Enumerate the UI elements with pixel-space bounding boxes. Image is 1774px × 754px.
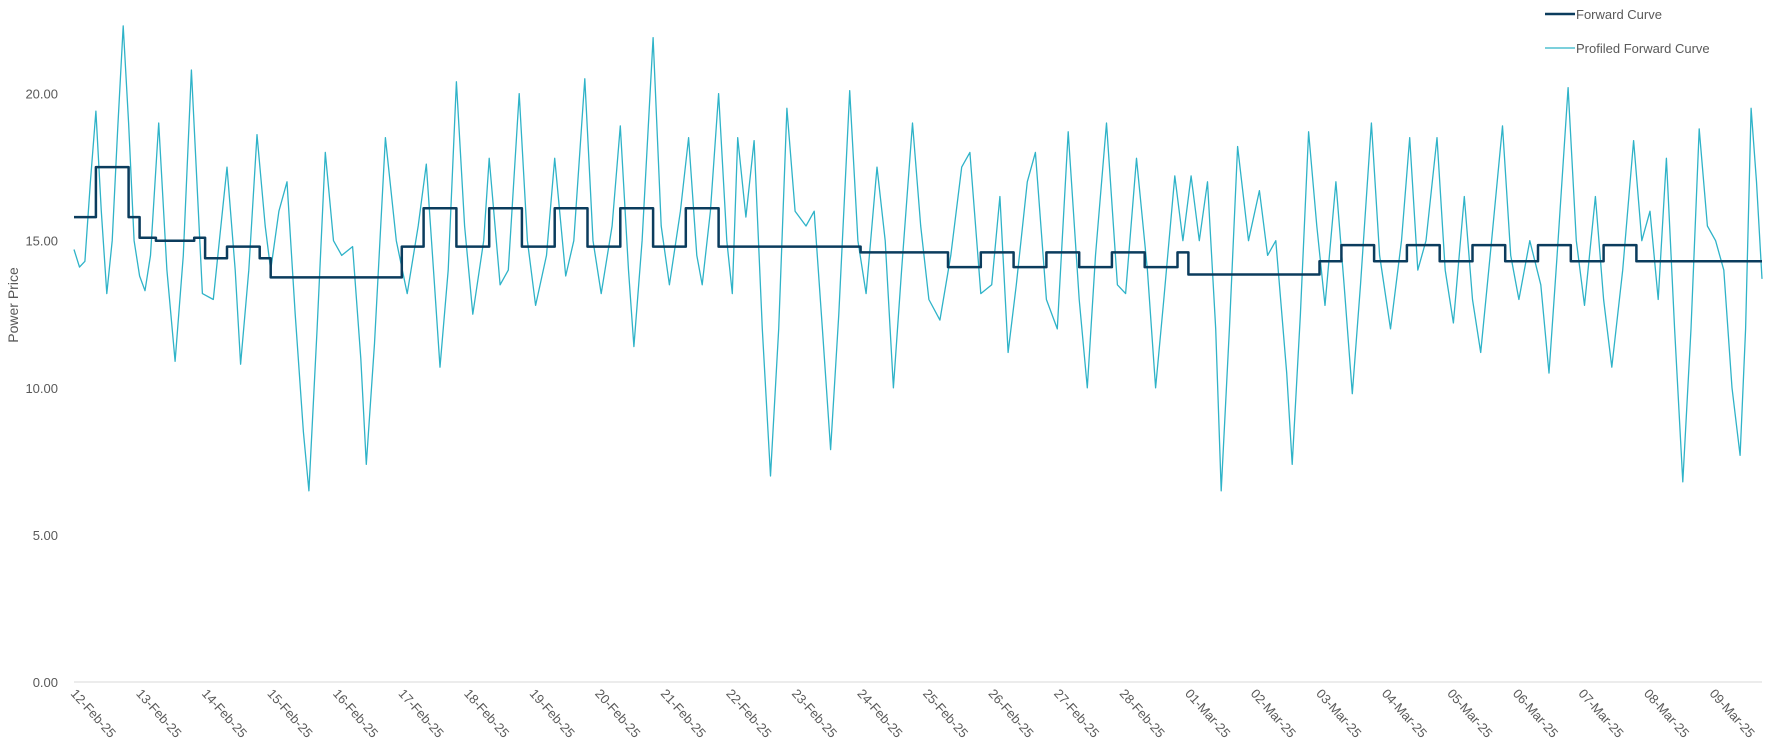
x-tick-label: 16-Feb-25 [330, 686, 381, 741]
x-tick-label: 25-Feb-25 [920, 686, 971, 741]
x-tick-label: 20-Feb-25 [592, 686, 643, 741]
x-tick-label: 21-Feb-25 [658, 686, 709, 741]
x-tick-label: 14-Feb-25 [199, 686, 250, 741]
legend-label-forward-curve: Forward Curve [1576, 7, 1662, 22]
x-tick-label: 07-Mar-25 [1575, 686, 1626, 741]
x-tick-label: 06-Mar-25 [1510, 686, 1561, 741]
legend: Forward Curve Profiled Forward Curve [1545, 7, 1710, 56]
x-tick-label: 13-Feb-25 [133, 686, 184, 741]
x-tick-label: 24-Feb-25 [854, 686, 905, 741]
x-tick-label: 01-Mar-25 [1182, 686, 1233, 741]
y-tick-label: 5.00 [33, 528, 58, 543]
x-tick-label: 15-Feb-25 [264, 686, 315, 741]
y-axis: 0.00 5.00 10.00 15.00 20.00 [25, 87, 58, 690]
y-tick-label: 20.00 [25, 87, 58, 102]
series-layer [73, 25, 1763, 492]
x-axis: 12-Feb-25 13-Feb-25 14-Feb-25 15-Feb-25 16-F… [68, 681, 1762, 741]
x-tick-label: 19-Feb-25 [527, 686, 578, 741]
legend-item-forward-curve: Forward Curve [1545, 7, 1662, 22]
y-axis-title: Power Price [5, 267, 21, 343]
series-line-profiled-forward-curve [73, 25, 1763, 492]
x-tick-label: 03-Mar-25 [1313, 686, 1364, 741]
x-tick-label: 05-Mar-25 [1444, 686, 1495, 741]
y-tick-label: 15.00 [25, 234, 58, 249]
y-tick-label: 10.00 [25, 381, 58, 396]
x-tick-label: 28-Feb-25 [1117, 686, 1168, 741]
legend-label-profiled-forward-curve: Profiled Forward Curve [1576, 41, 1710, 56]
x-tick-label: 27-Feb-25 [1051, 686, 1102, 741]
legend-item-profiled-forward-curve: Profiled Forward Curve [1545, 41, 1710, 56]
x-tick-label: 08-Mar-25 [1641, 686, 1692, 741]
x-tick-label: 23-Feb-25 [789, 686, 840, 741]
y-tick-label: 0.00 [33, 675, 58, 690]
x-tick-label: 09-Mar-25 [1707, 686, 1758, 741]
series-line-forward-curve [74, 165, 1762, 279]
x-tick-label: 17-Feb-25 [396, 686, 447, 741]
x-tick-label: 12-Feb-25 [68, 686, 119, 741]
x-tick-label: 02-Mar-25 [1248, 686, 1299, 741]
x-tick-label: 22-Feb-25 [723, 686, 774, 741]
x-tick-label: 26-Feb-25 [986, 686, 1037, 741]
x-tick-label: 04-Mar-25 [1379, 686, 1430, 741]
x-tick-label: 18-Feb-25 [461, 686, 512, 741]
